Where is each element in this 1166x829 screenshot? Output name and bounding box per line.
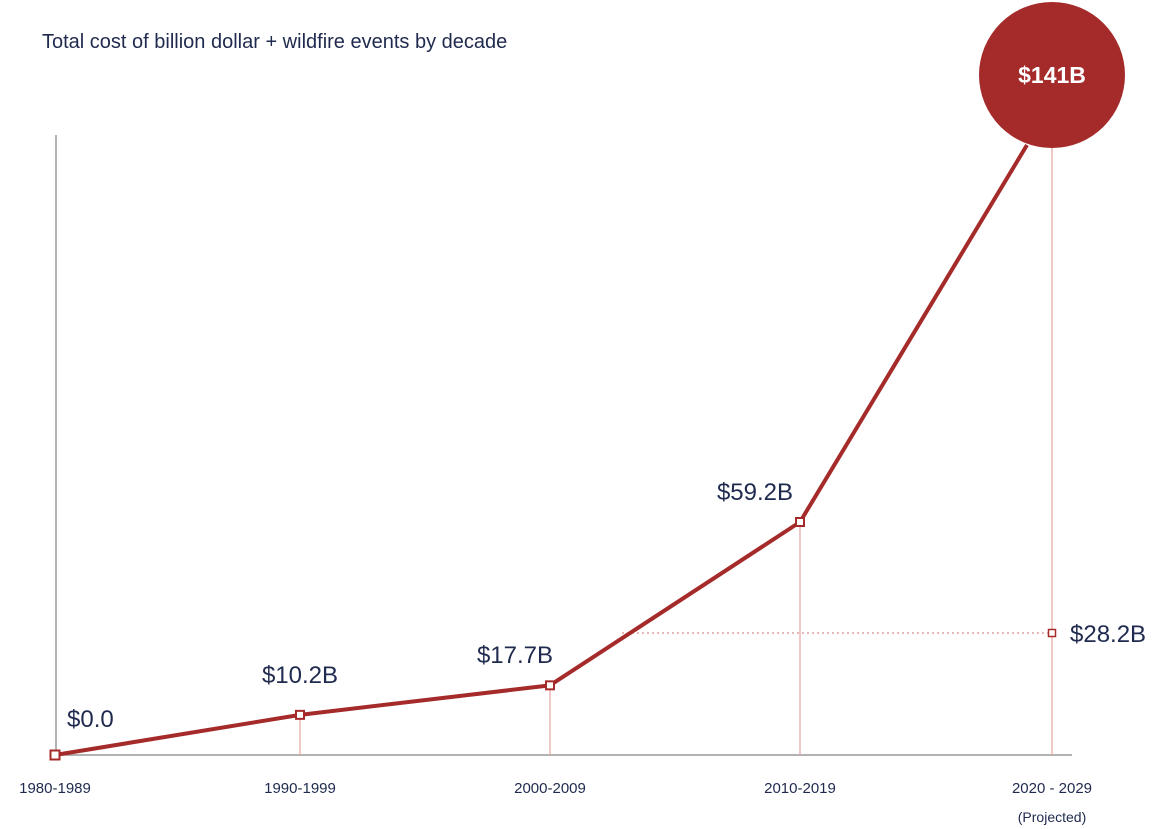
data-label-0: $0.0: [67, 706, 114, 733]
axes: [55, 135, 1072, 756]
chart-title: Total cost of billion dollar + wildfire …: [42, 31, 507, 53]
x-tick-note: (Projected): [1018, 809, 1086, 825]
x-tick-label-0: 1980-1989: [19, 780, 91, 797]
data-label-4: $141B: [1018, 62, 1086, 88]
data-point-0: [49, 749, 61, 761]
data-label-1: $10.2B: [262, 662, 338, 689]
data-point-1: [295, 709, 305, 720]
data-label-2: $17.7B: [477, 642, 553, 669]
x-tick-label-2: 2000-2009: [514, 780, 586, 797]
data-point-3: [795, 517, 805, 527]
data-labels: $0.0 $10.2B $17.7B $59.2B $141B $28.2B: [67, 62, 1146, 733]
guide-lines: [299, 148, 1053, 755]
x-tick-label-4: 2020 - 2029: [1012, 780, 1092, 797]
x-tick-labels: 1980-1989 1990-1999 2000-2009 2010-2019 2020…: [19, 780, 1092, 825]
projected-bubble: [979, 2, 1125, 148]
data-label-3: $59.2B: [717, 479, 793, 506]
x-tick-label-3: 2010-2019: [764, 780, 836, 797]
secondary-data-label: $28.2B: [1070, 621, 1146, 648]
projected-secondary-point: [1047, 628, 1057, 638]
data-points: [49, 2, 1125, 761]
data-point-2: [545, 680, 555, 691]
x-tick-label-1: 1990-1999: [264, 780, 336, 797]
